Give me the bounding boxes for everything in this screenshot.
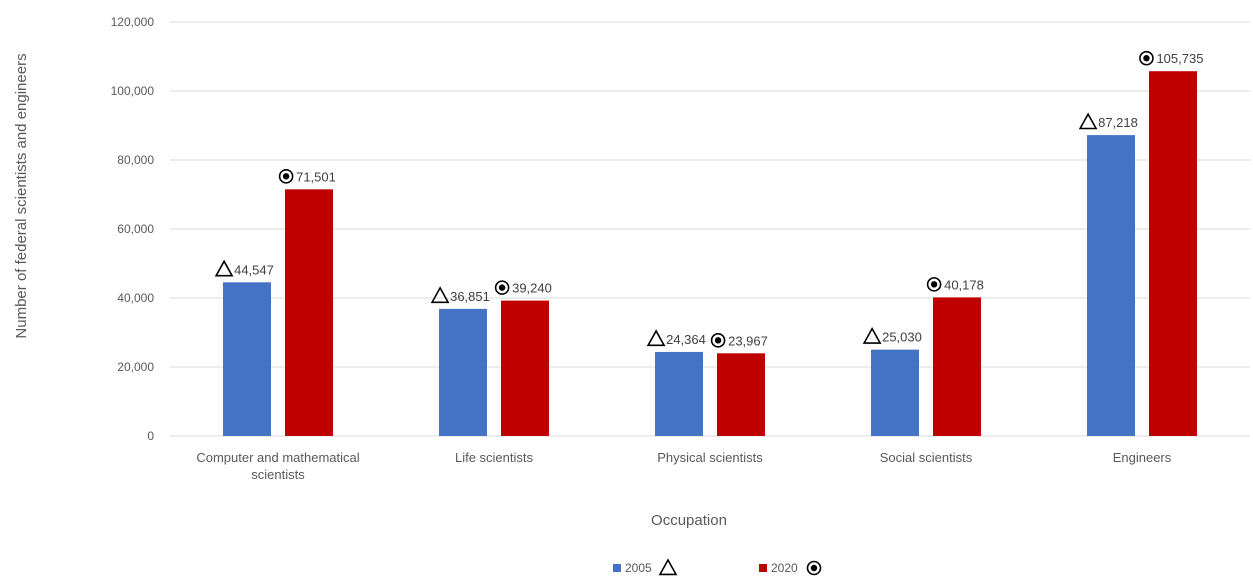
y-tick-label: 20,000 bbox=[117, 360, 154, 374]
y-tick-label: 60,000 bbox=[117, 222, 154, 236]
bar-2020 bbox=[285, 189, 333, 436]
data-label-2005: 24,364 bbox=[666, 332, 706, 347]
x-category-label: Life scientists bbox=[455, 450, 534, 465]
y-tick-label: 120,000 bbox=[111, 15, 155, 29]
circle-dot-marker-icon bbox=[278, 169, 294, 184]
bar-2005 bbox=[439, 308, 487, 436]
data-label-2020: 71,501 bbox=[296, 169, 336, 184]
data-label-2020: 105,735 bbox=[1156, 51, 1203, 66]
y-tick-label: 100,000 bbox=[111, 84, 155, 98]
bar-2020 bbox=[717, 353, 765, 436]
y-tick-label: 0 bbox=[147, 429, 154, 443]
legend-swatch-2005 bbox=[613, 564, 621, 572]
data-label-2020: 23,967 bbox=[728, 333, 768, 348]
circle-dot-marker-icon bbox=[710, 333, 726, 348]
circle-dot-marker-icon-legend bbox=[806, 560, 822, 576]
legend: 2005 2020 bbox=[613, 558, 822, 576]
triangle-marker-icon-legend bbox=[658, 558, 678, 576]
triangle-marker-icon bbox=[862, 326, 882, 344]
bar-2005 bbox=[871, 349, 919, 436]
x-category-label: Social scientists bbox=[880, 450, 973, 465]
y-axis-title: Number of federal scientists and enginee… bbox=[13, 53, 30, 338]
data-label-2005: 87,218 bbox=[1098, 115, 1138, 130]
data-label-2020: 39,240 bbox=[512, 281, 552, 296]
circle-dot-marker-icon bbox=[494, 280, 510, 295]
triangle-marker-icon bbox=[214, 259, 234, 277]
x-axis-categories: Computer and mathematical scientists Life … bbox=[196, 450, 1171, 482]
x-category-label: Engineers bbox=[1113, 450, 1172, 465]
x-category-label: Physical scientists bbox=[657, 450, 763, 465]
gridlines bbox=[170, 21, 1250, 368]
bar-2020 bbox=[933, 297, 981, 436]
bar-2005 bbox=[223, 282, 271, 436]
data-label-2005: 36,851 bbox=[450, 289, 490, 304]
x-axis-title: Occupation bbox=[651, 512, 727, 529]
bar-2005 bbox=[655, 351, 703, 436]
bars bbox=[223, 71, 1197, 437]
data-label-2005: 25,030 bbox=[882, 330, 922, 345]
y-tick-label: 80,000 bbox=[117, 153, 154, 167]
triangle-marker-icon bbox=[430, 286, 450, 304]
triangle-marker-icon bbox=[1078, 112, 1098, 130]
data-label-2005: 44,547 bbox=[234, 262, 274, 277]
data-labels: 44,547 71,501 36,851 39,240 24,364 23,967 25,0… bbox=[214, 50, 1203, 348]
bar-2020 bbox=[1149, 71, 1197, 437]
y-tick-label: 40,000 bbox=[117, 291, 154, 305]
triangle-marker-icon bbox=[646, 329, 666, 347]
legend-label-2020: 2020 bbox=[771, 561, 798, 575]
data-label-2020: 40,178 bbox=[944, 277, 984, 292]
legend-swatch-2020 bbox=[759, 564, 767, 572]
circle-dot-marker-icon bbox=[926, 277, 942, 292]
circle-dot-marker-icon bbox=[1139, 50, 1154, 66]
y-axis-ticks: 0 20,000 40,000 60,000 80,000 100,000 120,000 bbox=[111, 15, 155, 443]
x-category-label: Computer and mathematical scientists bbox=[196, 450, 359, 482]
bar-2020 bbox=[501, 300, 549, 436]
legend-label-2005: 2005 bbox=[625, 561, 652, 575]
bar-2005 bbox=[1087, 135, 1135, 436]
